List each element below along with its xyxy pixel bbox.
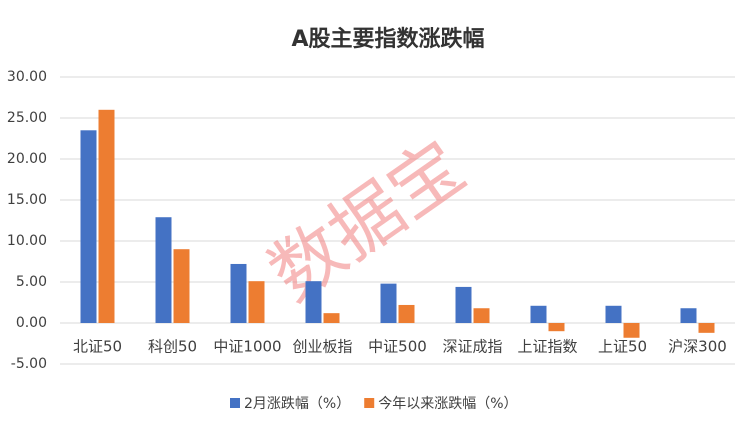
bar — [473, 308, 490, 323]
x-tick-label: 上证指数 — [517, 338, 577, 356]
bar — [323, 313, 340, 323]
y-tick-label: 30.00 — [7, 69, 47, 85]
y-tick-label: 15.00 — [7, 192, 47, 208]
x-tick-label: 中证500 — [368, 338, 427, 356]
x-tick-label: 创业板指 — [292, 338, 352, 356]
bar — [605, 305, 622, 323]
x-tick-label: 上证50 — [598, 338, 647, 356]
chart-title: A股主要指数涨跌幅 — [291, 26, 484, 52]
bar — [155, 217, 172, 323]
bar — [548, 323, 565, 332]
bar — [455, 286, 472, 323]
bar — [80, 130, 97, 323]
y-tick-label: 25.00 — [7, 110, 47, 126]
y-tick-label: 0.00 — [16, 315, 47, 331]
x-tick-label: 沪深300 — [668, 338, 727, 356]
legend-label: 2月涨跌幅（%） — [244, 396, 350, 412]
x-tick-label: 深证成指 — [442, 338, 502, 356]
bar — [398, 304, 415, 323]
y-tick-label: 10.00 — [7, 233, 47, 249]
bar — [680, 308, 697, 323]
bar — [230, 263, 247, 323]
bar — [530, 305, 547, 323]
watermark: 数据宝 — [254, 124, 479, 317]
bar — [248, 281, 265, 323]
y-tick-label: 5.00 — [16, 274, 47, 290]
bar — [98, 109, 115, 323]
y-tick-label: -5.00 — [11, 356, 47, 372]
legend-swatch — [364, 398, 375, 408]
x-tick-label: 北证50 — [73, 338, 122, 356]
legend-swatch — [230, 398, 240, 408]
bar — [305, 281, 322, 323]
bar — [623, 323, 640, 338]
bar — [380, 283, 397, 323]
bar — [173, 249, 190, 323]
x-tick-label: 中证1000 — [213, 338, 281, 356]
x-tick-label: 科创50 — [148, 338, 197, 356]
y-tick-label: 20.00 — [7, 151, 47, 167]
bar — [698, 323, 715, 333]
legend-label: 今年以来涨跌幅（%） — [378, 396, 517, 412]
